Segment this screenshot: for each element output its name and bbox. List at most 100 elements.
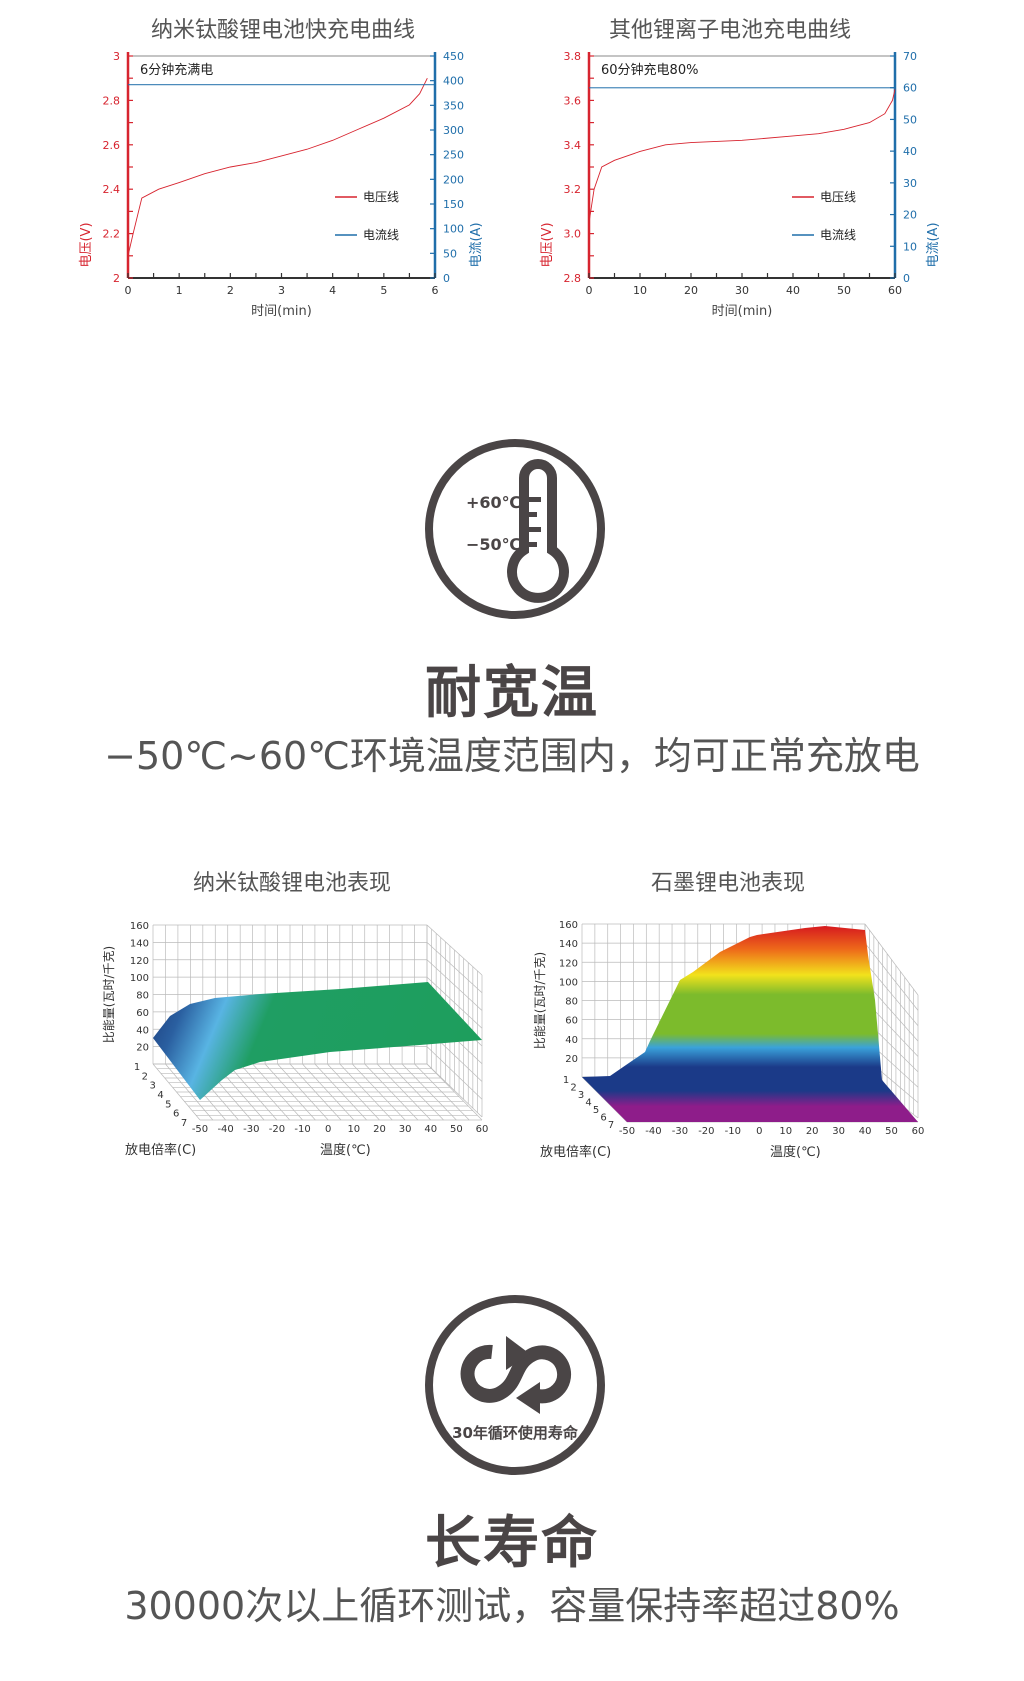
- rate-tick-label: 7: [181, 1118, 187, 1129]
- x-tick-label: 3: [278, 284, 285, 297]
- x-tick-label: 50: [837, 284, 851, 297]
- rate-tick-label: 2: [142, 1071, 148, 1082]
- right-tick-label: 20: [903, 209, 917, 222]
- icon-caption: 30年循环使用寿命: [452, 1424, 579, 1442]
- x-tick-label: 30: [832, 1126, 845, 1137]
- x-tick-label: 10: [633, 284, 647, 297]
- x-tick-label: 60: [912, 1126, 925, 1137]
- rate-tick-label: 4: [157, 1090, 163, 1101]
- left-tick-label: 2.2: [103, 228, 121, 241]
- x-tick-label: 10: [347, 1124, 360, 1135]
- right-tick-label: 300: [443, 124, 464, 137]
- z-tick-label: 100: [559, 977, 578, 988]
- z-tick-label: 40: [136, 1025, 149, 1036]
- x-tick-label: 60: [888, 284, 902, 297]
- rate-tick-label: 3: [578, 1090, 584, 1101]
- legend-label: 电流线: [820, 228, 856, 242]
- temp-heading: 耐宽温: [425, 661, 599, 726]
- right-axis-title: 电流(A): [469, 222, 484, 267]
- x-tick-label: -30: [672, 1126, 688, 1137]
- x-tick-label: 10: [779, 1126, 792, 1137]
- rate-tick-label: 6: [600, 1113, 606, 1124]
- x-tick-label: 0: [125, 284, 132, 297]
- right-tick-label: 50: [903, 113, 917, 126]
- left-tick-label: 3.4: [564, 139, 582, 152]
- left-tick-label: 3: [113, 50, 120, 63]
- right-tick-label: 0: [443, 272, 450, 285]
- legend-label: 电压线: [363, 190, 399, 204]
- x-tick-label: 4: [329, 284, 336, 297]
- x-tick-label: -50: [619, 1126, 635, 1137]
- x-tick-label: 30: [735, 284, 749, 297]
- series-voltage-line: [588, 89, 896, 223]
- chart1-title: 纳米钛酸锂电池快充电曲线: [150, 18, 415, 43]
- x-tick-label: -50: [192, 1124, 208, 1135]
- x-tick-label: 6: [432, 284, 439, 297]
- z-tick-label: 120: [130, 956, 149, 967]
- energy-axis-title: 比能量(瓦时/千克): [533, 952, 547, 1049]
- x-tick-label: -30: [243, 1124, 259, 1135]
- z-tick-label: 20: [565, 1054, 578, 1065]
- life-description: 30000次以上循环测试，容量保持率超过80%: [124, 1584, 900, 1628]
- right-tick-label: 70: [903, 50, 917, 63]
- chart-annotation: 60分钟充电80%: [601, 62, 698, 78]
- left-tick-label: 2.6: [103, 139, 121, 152]
- x-tick-label: 30: [399, 1124, 412, 1135]
- left-tick-label: 3.0: [564, 228, 582, 241]
- z-tick-label: 100: [130, 973, 149, 984]
- left-tick-label: 3.8: [564, 50, 582, 63]
- x-axis-title: 时间(min): [712, 304, 773, 319]
- icon-high-temp-label: +60℃: [466, 493, 521, 512]
- right-axis-title: 电流(A): [926, 222, 941, 267]
- x-tick-label: 50: [885, 1126, 898, 1137]
- z-tick-label: 160: [130, 921, 149, 932]
- rate-tick-label: 2: [570, 1083, 576, 1094]
- left-tick-label: 2: [113, 272, 120, 285]
- z-tick-label: 120: [559, 958, 578, 969]
- z-tick-label: 140: [559, 939, 578, 950]
- rate-tick-label: 7: [608, 1120, 614, 1131]
- surface: [582, 926, 918, 1122]
- right-tick-label: 350: [443, 99, 464, 112]
- right-tick-label: 60: [903, 82, 917, 95]
- x-tick-label: -20: [269, 1124, 285, 1135]
- left-axis-title: 电压(V): [79, 222, 94, 267]
- x-tick-label: 0: [756, 1126, 762, 1137]
- x-tick-label: 40: [424, 1124, 437, 1135]
- thermometer-icon: +60℃ −50℃: [425, 439, 605, 619]
- rate-tick-label: 6: [173, 1109, 179, 1120]
- x-tick-label: 5: [380, 284, 387, 297]
- right-tick-label: 50: [443, 247, 457, 260]
- rate-axis-title: 放电倍率(C): [125, 1142, 196, 1158]
- x-tick-label: -20: [698, 1126, 714, 1137]
- rate-axis-title: 放电倍率(C): [540, 1144, 611, 1160]
- voltage-current-chart-lto: 22.22.42.62.8305010015020025030035040045…: [79, 50, 484, 319]
- x-tick-label: 1: [176, 284, 183, 297]
- icon-low-temp-label: −50℃: [466, 535, 521, 554]
- rate-tick-label: 5: [165, 1099, 171, 1110]
- series-voltage-line: [127, 78, 428, 256]
- voltage-current-chart-liion: 2.8 3.0 3.2 3.4 3.6 3.8 0 10 20 30 40 50 60 70 0 10 20 30…: [540, 50, 941, 319]
- x-tick-label: 2: [227, 284, 234, 297]
- z-tick-label: 140: [130, 938, 149, 949]
- x-tick-label: 0: [325, 1124, 331, 1135]
- legend-label: 电流线: [363, 228, 399, 242]
- temperature-axis-title: 温度(℃): [770, 1144, 821, 1160]
- x-tick-label: 20: [373, 1124, 386, 1135]
- left-tick-label: 3.2: [564, 183, 582, 196]
- x-tick-label: -10: [294, 1124, 310, 1135]
- temp-description: −50℃~60℃环境温度范围内，均可正常充放电: [104, 734, 920, 778]
- right-tick-label: 250: [443, 149, 464, 162]
- right-tick-label: 10: [903, 240, 917, 253]
- right-tick-label: 400: [443, 75, 464, 88]
- right-tick-label: 40: [903, 145, 917, 158]
- cycle-arrows-icon: 30年循环使用寿命: [425, 1295, 605, 1475]
- x-tick-label: -10: [725, 1126, 741, 1137]
- x-tick-label: -40: [645, 1126, 661, 1137]
- surface1-title: 纳米钛酸锂电池表现: [192, 871, 391, 896]
- life-heading: 长寿命: [425, 1511, 599, 1576]
- z-tick-label: 60: [136, 1008, 149, 1019]
- right-tick-label: 0: [903, 272, 910, 285]
- x-tick-label: 40: [859, 1126, 872, 1137]
